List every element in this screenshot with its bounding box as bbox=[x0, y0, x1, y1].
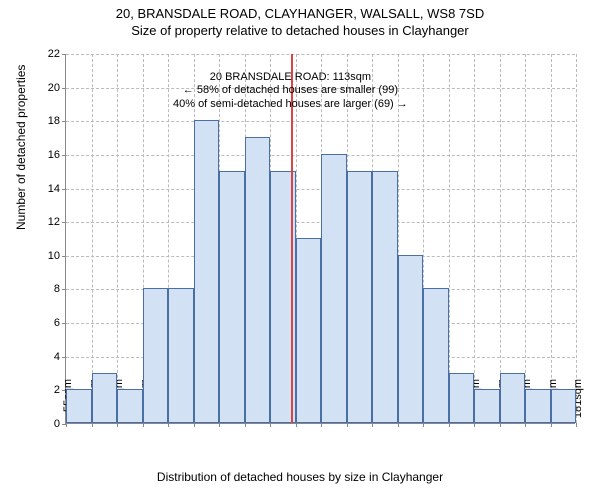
histogram-bar bbox=[168, 288, 194, 423]
histogram-bar bbox=[372, 171, 398, 423]
y-tick-mark bbox=[62, 222, 66, 223]
histogram-bar bbox=[551, 389, 577, 423]
histogram-bar bbox=[347, 171, 373, 423]
histogram-bar bbox=[525, 389, 551, 423]
chart-plot-area: 024681012141618202255sqm61sqm68sqm74sqm8… bbox=[65, 54, 575, 424]
histogram-bar bbox=[500, 373, 526, 423]
chart-title-line1: 20, BRANSDALE ROAD, CLAYHANGER, WALSALL,… bbox=[0, 6, 600, 23]
gridline-vertical bbox=[474, 54, 475, 423]
y-tick-mark bbox=[62, 155, 66, 156]
histogram-bar bbox=[219, 171, 245, 423]
histogram-bar bbox=[117, 389, 143, 423]
histogram-bar bbox=[321, 154, 347, 423]
y-tick-mark bbox=[62, 357, 66, 358]
annotation-line1: 20 BRANSDALE ROAD: 113sqm bbox=[173, 71, 408, 85]
histogram-bar bbox=[66, 389, 92, 423]
y-tick-mark bbox=[62, 289, 66, 290]
histogram-bar bbox=[296, 238, 322, 423]
annotation-box: 20 BRANSDALE ROAD: 113sqm← 58% of detach… bbox=[173, 71, 408, 112]
gridline-vertical bbox=[525, 54, 526, 423]
histogram-bar bbox=[194, 120, 220, 423]
y-tick-mark bbox=[62, 88, 66, 89]
histogram-bar bbox=[474, 389, 500, 423]
y-axis-label: Number of detached properties bbox=[14, 65, 28, 230]
y-tick-mark bbox=[62, 256, 66, 257]
histogram-bar bbox=[449, 373, 475, 423]
chart-title-line2: Size of property relative to detached ho… bbox=[0, 23, 600, 40]
y-tick-mark bbox=[62, 323, 66, 324]
gridline-vertical bbox=[117, 54, 118, 423]
histogram-bar bbox=[245, 137, 271, 423]
gridline-vertical bbox=[576, 54, 577, 423]
gridline-vertical bbox=[551, 54, 552, 423]
annotation-line2: ← 58% of detached houses are smaller (99… bbox=[173, 84, 408, 98]
gridline-vertical bbox=[92, 54, 93, 423]
histogram-bar bbox=[143, 288, 169, 423]
histogram-bar bbox=[398, 255, 424, 423]
x-axis-label: Distribution of detached houses by size … bbox=[0, 470, 600, 484]
gridline-vertical bbox=[500, 54, 501, 423]
histogram-bar bbox=[423, 288, 449, 423]
y-tick-mark bbox=[62, 54, 66, 55]
annotation-line3: 40% of semi-detached houses are larger (… bbox=[173, 98, 408, 112]
y-tick-mark bbox=[62, 121, 66, 122]
y-tick-mark bbox=[62, 189, 66, 190]
histogram-bar bbox=[92, 373, 118, 423]
gridline-vertical bbox=[449, 54, 450, 423]
